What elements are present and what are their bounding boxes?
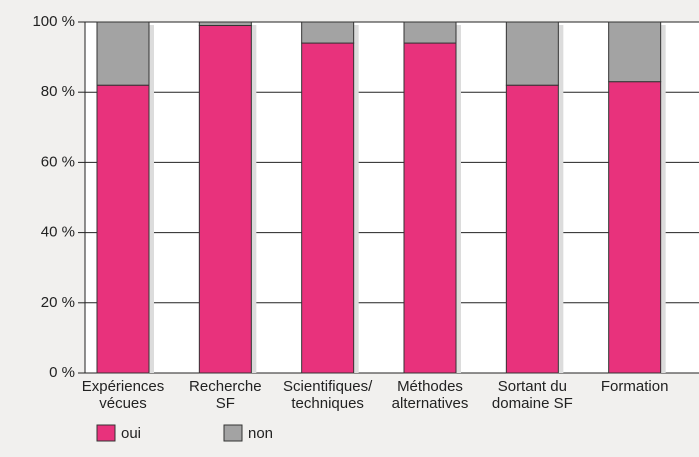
legend-swatch <box>96 424 116 442</box>
bar-shadow <box>251 25 257 373</box>
bar-segment <box>198 25 252 374</box>
legend-swatch <box>223 424 243 442</box>
x-tick-label: alternatives <box>392 395 469 412</box>
y-tick-label: 80 % <box>41 83 75 100</box>
y-tick-label: 40 % <box>41 224 75 241</box>
y-tick-label: 20 % <box>41 294 75 311</box>
bar-segment <box>96 84 150 374</box>
x-tick-label: Recherche <box>189 378 262 395</box>
bar-segment <box>608 21 662 83</box>
bar-segment <box>608 81 662 374</box>
legend-label: oui <box>121 425 141 442</box>
bar-segment <box>96 21 150 86</box>
bar-shadow <box>353 25 359 373</box>
bar-shadow <box>660 25 666 373</box>
bar-segment <box>301 21 355 44</box>
bar-shadow <box>558 25 564 373</box>
x-tick-label: Expériences <box>82 378 165 395</box>
bar-segment <box>505 84 559 374</box>
bar-segment <box>198 21 252 27</box>
y-tick-label: 0 % <box>49 364 75 381</box>
bar-segment <box>505 21 559 86</box>
bar-segment <box>403 21 457 44</box>
y-tick-label: 100 % <box>32 13 75 30</box>
bar-shadow <box>149 25 154 373</box>
x-tick-label: domaine SF <box>492 395 573 412</box>
x-tick-label: Sortant du <box>498 378 567 395</box>
legend-label: non <box>248 425 273 442</box>
bar-shadow <box>456 25 461 373</box>
bar-segment <box>403 42 457 374</box>
x-tick-label: vécues <box>99 395 147 412</box>
plot-area <box>85 22 699 373</box>
y-tick-label: 60 % <box>41 153 75 170</box>
x-tick-label: SF <box>216 395 235 412</box>
x-tick-label: Formation <box>601 378 669 395</box>
bar-segment <box>301 42 355 374</box>
x-tick-label: Méthodes <box>397 378 463 395</box>
x-tick-label: Scientifiques/ <box>283 378 373 395</box>
x-tick-label: techniques <box>291 395 364 412</box>
